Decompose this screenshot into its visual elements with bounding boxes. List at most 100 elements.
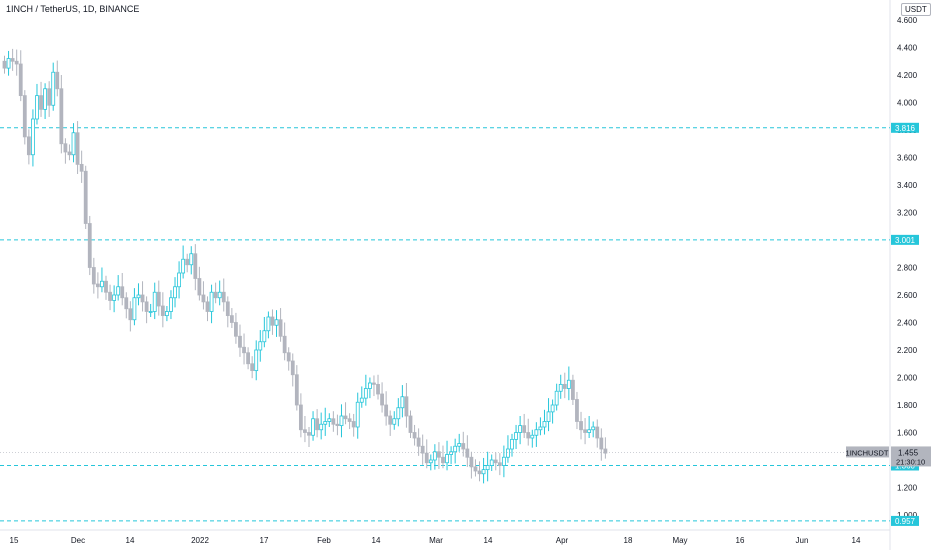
candle-body: [331, 418, 336, 425]
candle-body: [542, 421, 547, 428]
y-tick-label: 3.600: [897, 154, 918, 163]
candle-body: [465, 448, 470, 458]
candle-body: [319, 423, 324, 431]
candle-body: [225, 301, 230, 317]
x-tick-label: May: [672, 536, 687, 545]
candle-body: [441, 456, 445, 464]
candle-body: [489, 459, 494, 466]
candle-body: [343, 415, 348, 420]
candle-body: [201, 294, 206, 303]
candle-body: [185, 258, 190, 266]
candle-body: [262, 330, 267, 343]
candle-body: [437, 451, 441, 458]
candle-body: [298, 404, 303, 431]
candle-body: [530, 434, 535, 439]
candle-body: [112, 294, 117, 301]
candle-body: [258, 341, 263, 351]
level-label: 3.816: [895, 124, 916, 133]
candle-body: [534, 429, 539, 436]
candle-body: [278, 319, 283, 337]
candle-body: [518, 425, 523, 433]
level-label-bg: [891, 515, 919, 526]
candle-body: [250, 363, 255, 372]
candle-body: [181, 258, 186, 274]
candle-body: [18, 63, 23, 97]
candle-body: [514, 432, 518, 440]
candle-body: [367, 382, 372, 389]
level-label-bg: [891, 122, 919, 133]
candle-body: [286, 352, 291, 362]
candle-body: [116, 286, 121, 296]
candle-body: [380, 393, 384, 406]
candle-body: [140, 294, 145, 303]
candle-body: [205, 301, 210, 312]
candle-body: [566, 379, 571, 389]
candle-body: [148, 311, 153, 313]
candle-body: [400, 396, 405, 409]
candle-body: [554, 390, 559, 406]
candle-body: [510, 438, 514, 450]
candle-body: [173, 286, 177, 299]
level-label: 3.001: [895, 236, 916, 245]
candle-body: [562, 383, 567, 389]
candle-body: [477, 470, 482, 475]
candle-body: [355, 401, 360, 428]
x-tick-label: 18: [624, 536, 633, 545]
symbol-label-bg: [846, 446, 889, 458]
candle-body: [493, 459, 498, 464]
candle-body: [546, 411, 551, 422]
y-tick-label: 3.400: [897, 181, 918, 190]
candle-body: [144, 301, 149, 312]
candle-body: [164, 311, 169, 317]
candle-body: [432, 451, 437, 461]
candle-body: [71, 132, 76, 156]
candle-body: [327, 418, 332, 422]
candle-body: [229, 315, 234, 323]
candle-body: [254, 349, 259, 372]
candle-body: [473, 466, 478, 472]
candle-body: [384, 404, 389, 417]
candle-body: [31, 118, 35, 156]
candle-body: [311, 418, 315, 436]
candle-body: [75, 132, 80, 165]
x-tick-label: 14: [852, 536, 861, 545]
candle-body: [274, 319, 279, 326]
candle-body: [67, 151, 72, 156]
candle-body: [388, 415, 393, 425]
candle-body: [416, 437, 421, 447]
candle-body: [587, 429, 592, 433]
candle-body: [234, 322, 238, 337]
x-tick-label: Mar: [429, 536, 443, 545]
candle-body: [128, 308, 133, 321]
y-tick-label: 4.600: [897, 16, 918, 25]
x-tick-label: 17: [260, 536, 269, 545]
candle-body: [2, 60, 7, 69]
candle-body: [51, 71, 56, 106]
candle-body: [221, 291, 226, 303]
x-tick-label: 15: [10, 536, 19, 545]
candle-body: [412, 432, 417, 439]
candle-body: [63, 143, 68, 153]
y-tick-label: 1.600: [897, 429, 918, 438]
candle-body: [108, 291, 112, 301]
x-tick-label: 14: [484, 536, 493, 545]
candle-body: [59, 88, 64, 145]
candle-body: [10, 58, 15, 62]
candle-body: [315, 418, 320, 431]
candle-body: [396, 407, 401, 420]
currency-badge[interactable]: USDT: [901, 3, 931, 16]
candle-body: [453, 445, 458, 453]
candle-body: [571, 379, 575, 400]
candle-body: [282, 335, 287, 354]
candle-body: [189, 253, 194, 266]
y-tick-label: 2.600: [897, 291, 918, 300]
candle-body: [294, 374, 299, 406]
candle-body: [485, 465, 490, 471]
symbol-label: 1INCHUSDT: [846, 448, 889, 457]
y-tick-label: 2.800: [897, 264, 918, 273]
candle-body: [266, 316, 271, 332]
candle-body: [91, 267, 96, 285]
candle-body: [550, 404, 555, 413]
candle-body: [87, 223, 92, 268]
candle-body: [132, 297, 137, 321]
